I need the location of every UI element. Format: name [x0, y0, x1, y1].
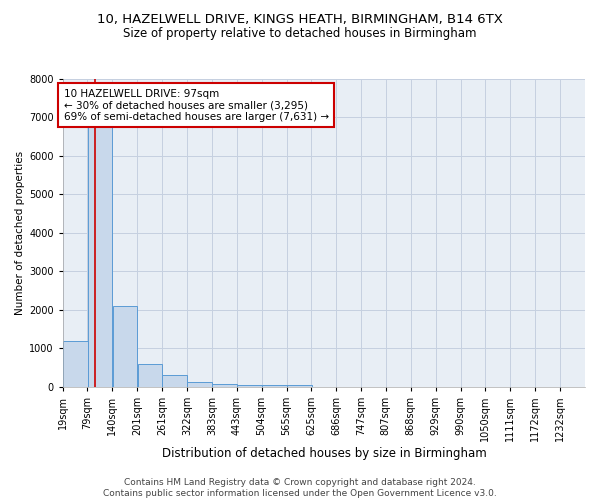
Bar — [287, 385, 311, 387]
Bar — [63, 340, 88, 387]
Text: Size of property relative to detached houses in Birmingham: Size of property relative to detached ho… — [123, 28, 477, 40]
Text: 10, HAZELWELL DRIVE, KINGS HEATH, BIRMINGHAM, B14 6TX: 10, HAZELWELL DRIVE, KINGS HEATH, BIRMIN… — [97, 12, 503, 26]
Bar — [237, 385, 262, 387]
Bar — [137, 364, 163, 387]
Bar — [113, 306, 137, 387]
Y-axis label: Number of detached properties: Number of detached properties — [15, 151, 25, 315]
Bar — [187, 382, 212, 387]
Bar — [88, 118, 112, 387]
Bar — [162, 376, 187, 387]
Bar — [212, 384, 237, 387]
Bar — [262, 386, 287, 387]
X-axis label: Distribution of detached houses by size in Birmingham: Distribution of detached houses by size … — [161, 447, 486, 460]
Text: Contains HM Land Registry data © Crown copyright and database right 2024.
Contai: Contains HM Land Registry data © Crown c… — [103, 478, 497, 498]
Text: 10 HAZELWELL DRIVE: 97sqm
← 30% of detached houses are smaller (3,295)
69% of se: 10 HAZELWELL DRIVE: 97sqm ← 30% of detac… — [64, 88, 329, 122]
